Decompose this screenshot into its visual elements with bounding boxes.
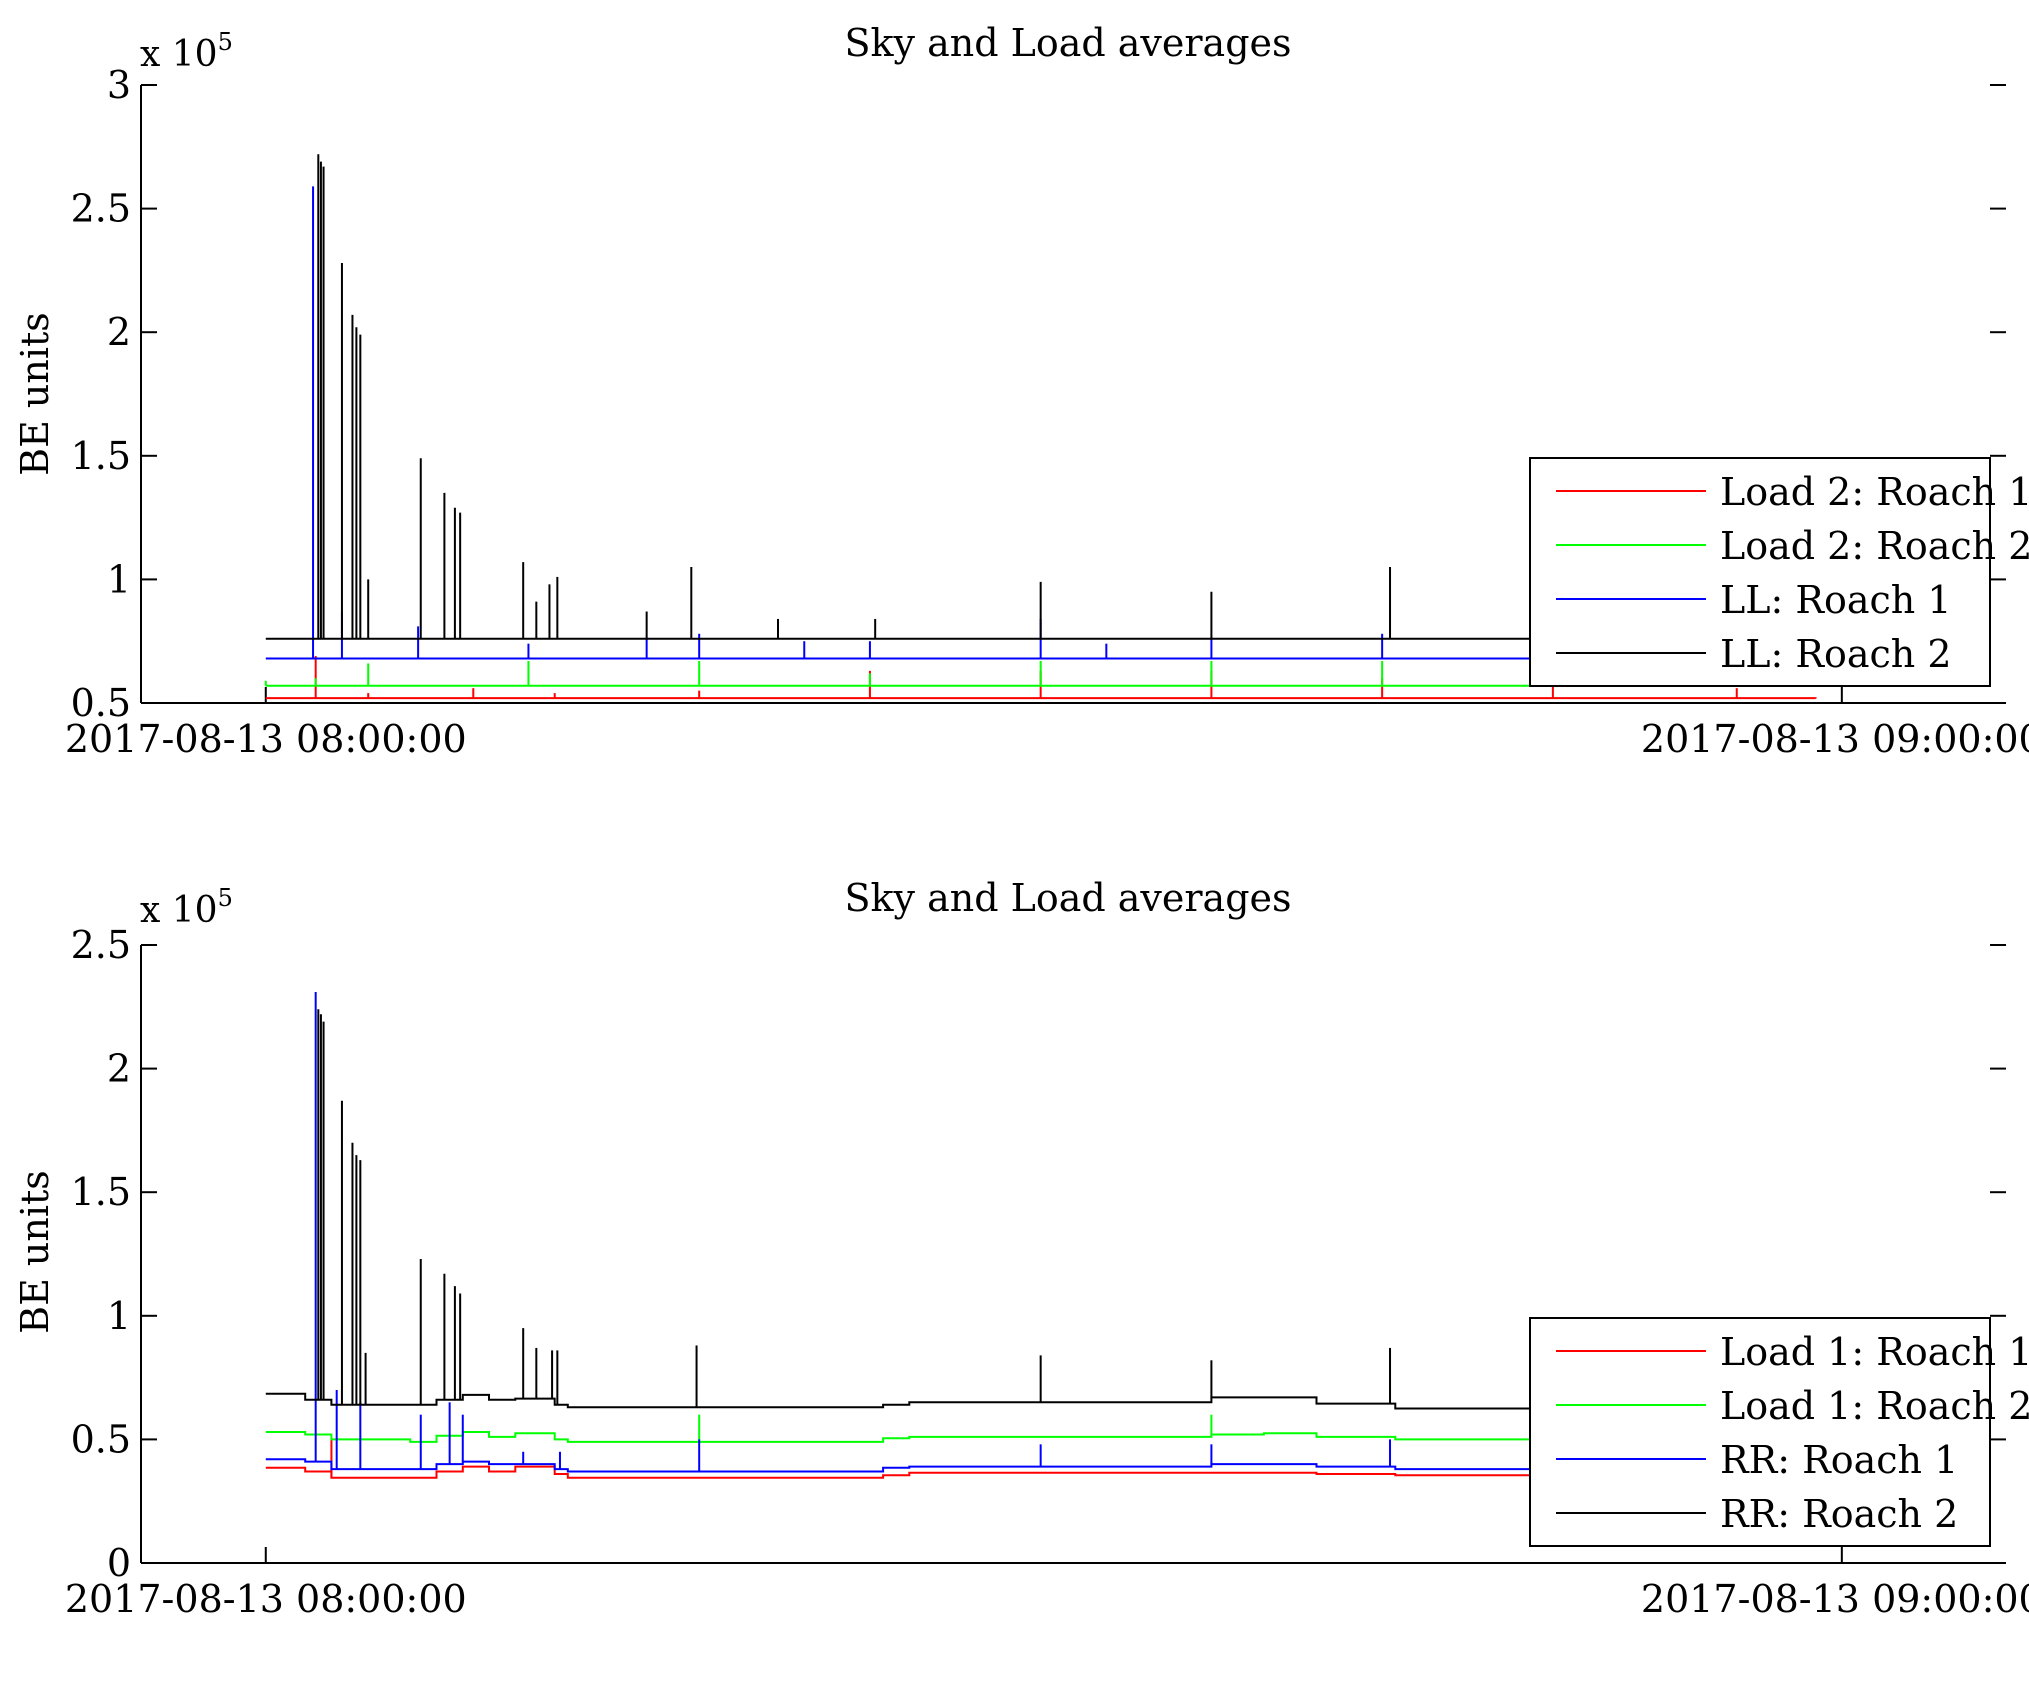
y-tick-label: 0.5 <box>71 681 131 725</box>
plot-area: 0.511.522.53 2017-08-13 08:00:00 2017-08-… <box>65 63 2029 761</box>
y-exponent-base: x 10 <box>140 890 218 931</box>
y-exponent-label: x 105 <box>140 884 233 931</box>
legend-label: LL: Roach 1 <box>1720 578 1952 622</box>
y-tick-label: 0 <box>107 1541 131 1585</box>
chart-bottom: Sky and Load averages BE units x 105 0 0.… <box>13 876 2029 1621</box>
x-tick-label: 2017-08-13 09:00:00 <box>1641 1577 2029 1621</box>
legend-label: Load 2: Roach 1 <box>1720 470 2029 514</box>
x-tick-label: 2017-08-13 08:00:00 <box>65 717 467 761</box>
y-ticks: 0 0.5 1 1.5 2 2.5 <box>71 923 2006 1585</box>
legend-label: Load 1: Roach 1 <box>1720 1330 2029 1374</box>
legend-label: Load 2: Roach 2 <box>1720 524 2029 568</box>
y-tick-label: 1 <box>107 1294 131 1338</box>
x-tick-label: 2017-08-13 08:00:00 <box>65 1577 467 1621</box>
y-tick-label: 1.5 <box>71 1170 131 1214</box>
legend-label: Load 1: Roach 2 <box>1720 1384 2029 1428</box>
legend-label: RR: Roach 1 <box>1720 1438 1958 1482</box>
y-axis-label: BE units <box>13 312 57 476</box>
series-group <box>265 991 1817 1479</box>
x-ticks: 2017-08-13 08:00:00 2017-08-13 09:00:00 <box>65 687 2029 761</box>
chart-title: Sky and Load averages <box>844 876 1291 920</box>
y-tick-label: 2 <box>107 1047 131 1091</box>
legend-box <box>1529 1317 1991 1547</box>
y-tick-label: 2.5 <box>71 187 131 231</box>
legend: Load 2: Roach 1 Load 2: Roach 2 LL: Roac… <box>1529 457 2029 687</box>
legend: Load 1: Roach 1 Load 1: Roach 2 RR: Roac… <box>1529 1317 2029 1547</box>
y-tick-label: 0.5 <box>71 1417 131 1461</box>
series-rr-roach-2 <box>265 1009 1817 1411</box>
series-load-1-roach-2 <box>265 1414 1817 1444</box>
series-line <box>265 1392 1817 1411</box>
y-tick-label: 1 <box>107 557 131 601</box>
legend-label: LL: Roach 2 <box>1720 632 1952 676</box>
series-line <box>265 697 1817 700</box>
series-load-1-roach-1 <box>265 1439 1817 1479</box>
y-exponent-base: x 10 <box>140 34 218 75</box>
y-exponent-power: 5 <box>218 28 233 56</box>
y-axis-label: BE units <box>13 1170 57 1334</box>
y-tick-label: 3 <box>107 63 131 107</box>
y-tick-label: 2.5 <box>71 923 131 967</box>
chart-title: Sky and Load averages <box>844 21 1291 65</box>
y-exponent-power: 5 <box>218 884 233 912</box>
legend-box <box>1529 457 1991 687</box>
x-ticks: 2017-08-13 08:00:00 2017-08-13 09:00:00 <box>65 1547 2029 1621</box>
plot-area: 00.511.522.5 2017-08-13 08:00:00 2017-08-… <box>65 923 2029 1621</box>
series-line <box>265 1465 1817 1479</box>
x-tick-label: 2017-08-13 09:00:00 <box>1641 717 2029 761</box>
series-rr-roach-1 <box>265 991 1817 1473</box>
y-exponent-label: x 105 <box>140 28 233 75</box>
legend-label: RR: Roach 2 <box>1720 1492 1958 1536</box>
y-tick-label: 1.5 <box>71 434 131 478</box>
y-ticks: 0.5 1 1.5 2 2.5 3 <box>71 63 2006 725</box>
y-tick-label: 2 <box>107 310 131 354</box>
series-line <box>265 1431 1817 1444</box>
series-line <box>265 1458 1817 1473</box>
chart-top: Sky and Load averages BE units x 105 0.5… <box>13 21 2029 761</box>
